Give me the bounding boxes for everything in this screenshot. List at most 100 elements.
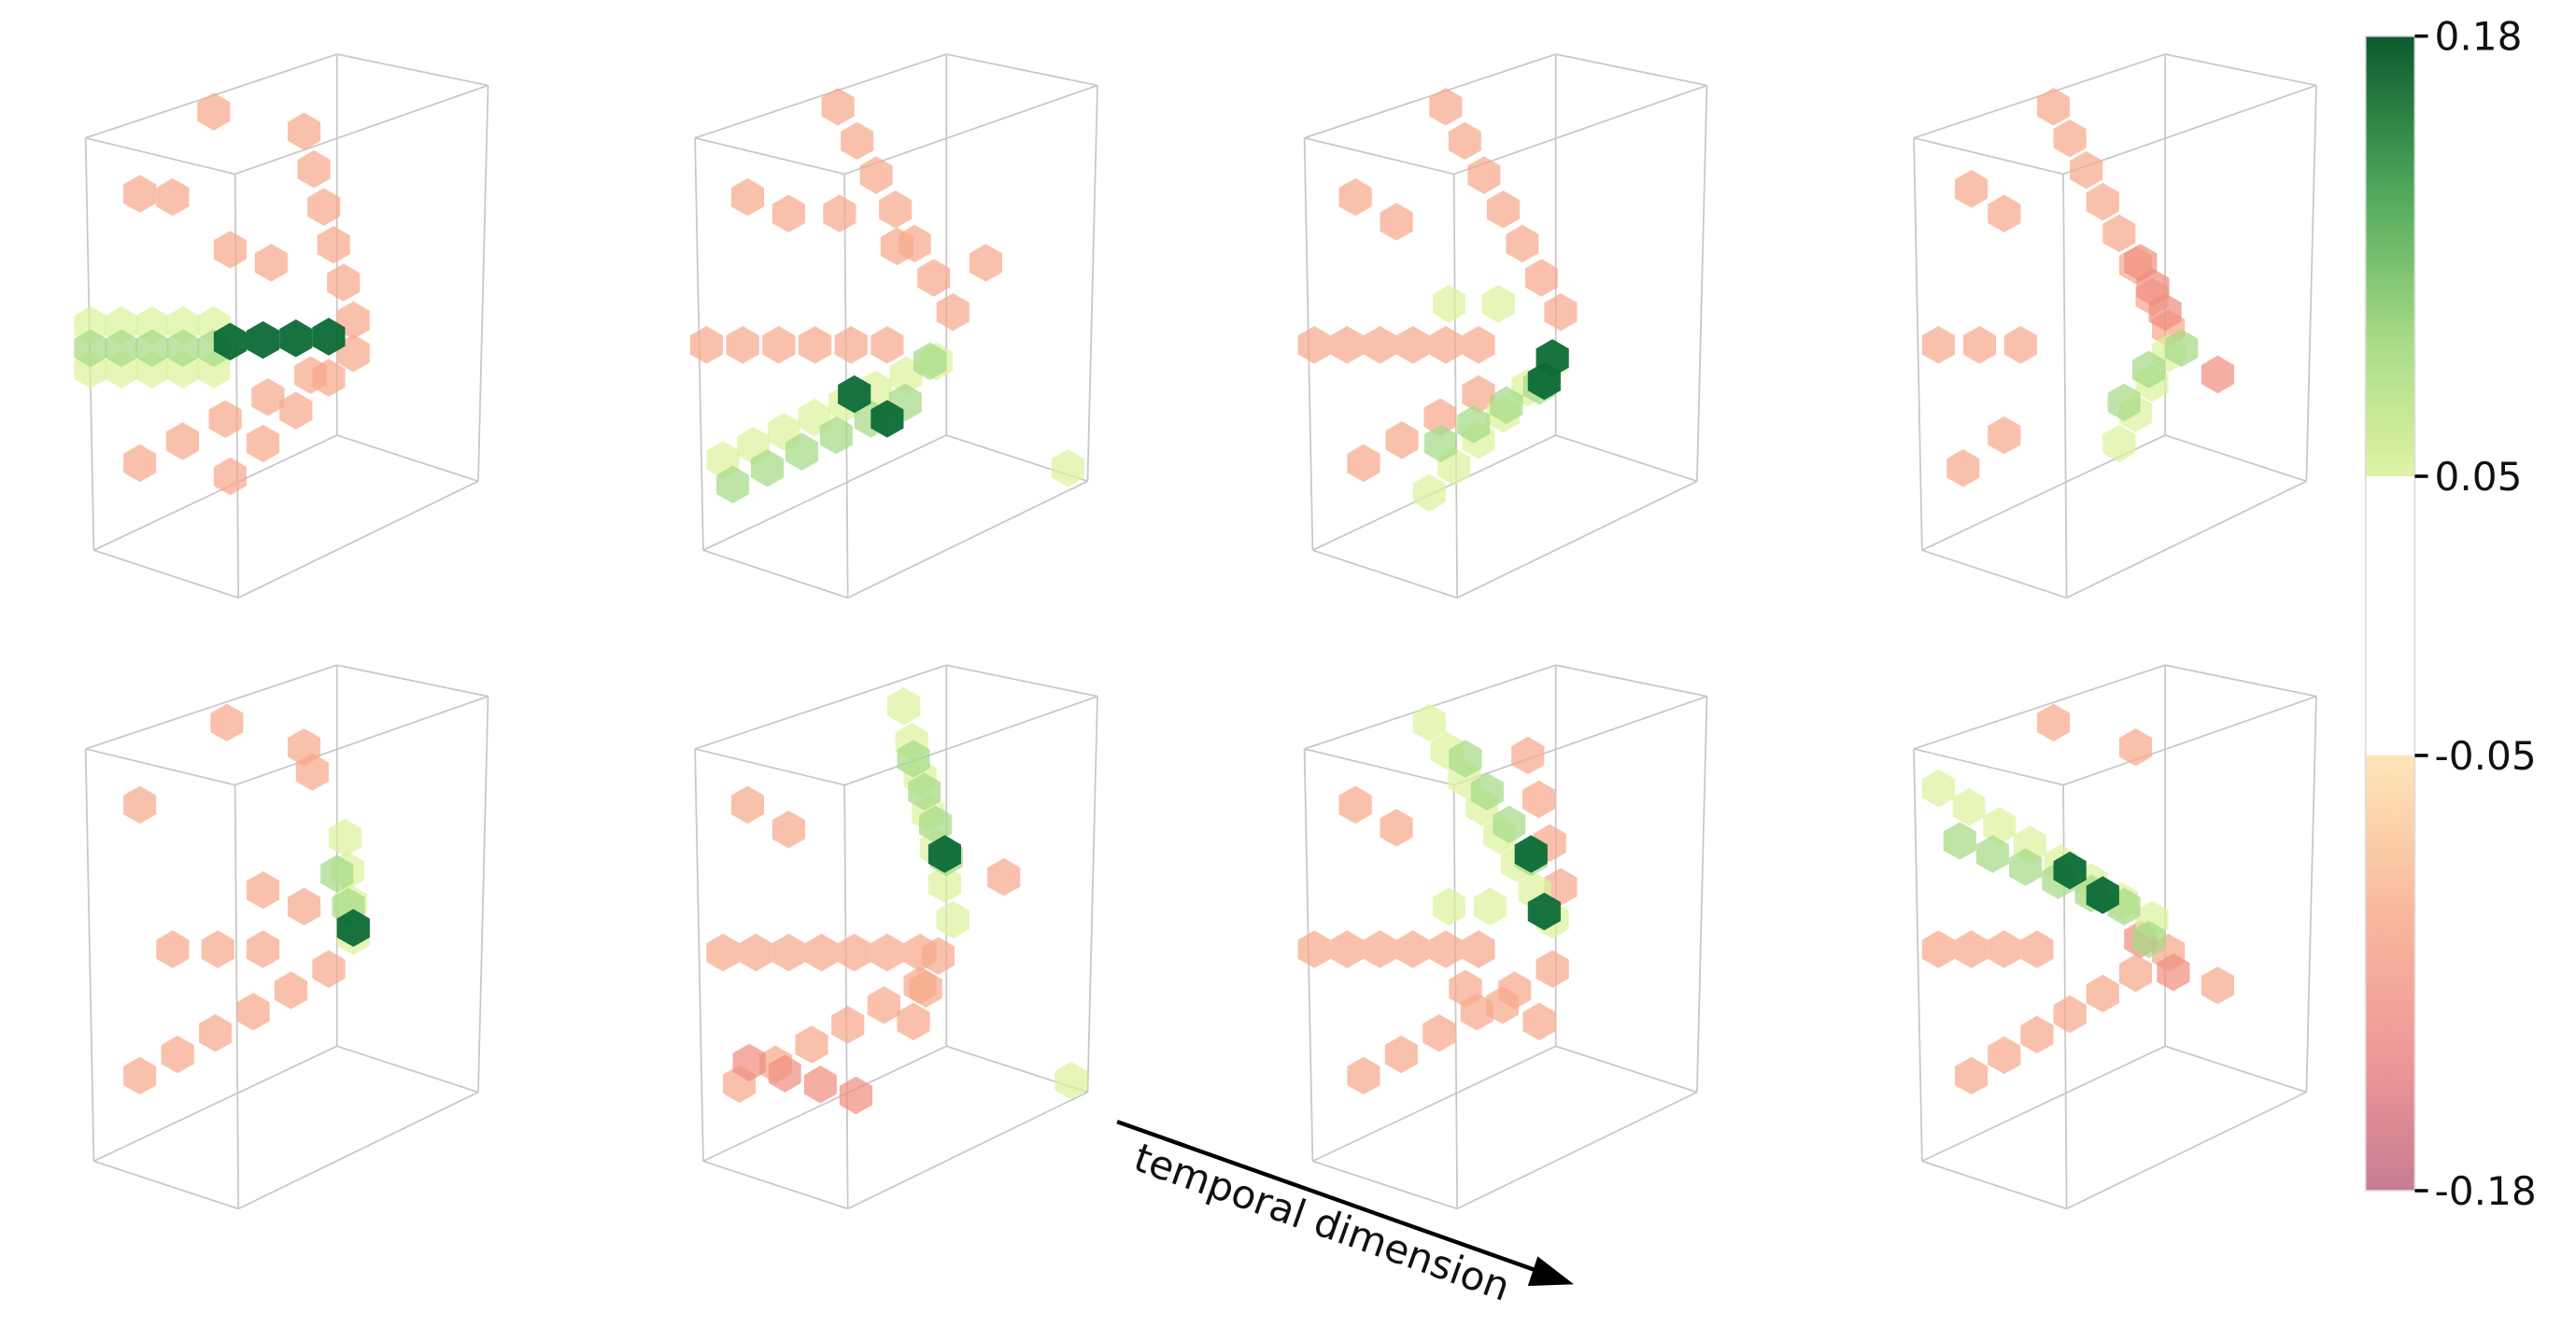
voxel <box>1331 930 1364 967</box>
box-edge <box>695 138 844 175</box>
voxel <box>123 1057 156 1094</box>
box-edge <box>2067 481 2307 598</box>
box-edge <box>1556 54 1707 85</box>
voxel <box>1963 326 1996 363</box>
box-edge <box>337 665 488 696</box>
voxel <box>1922 326 1955 363</box>
box-edge <box>1922 1046 2165 1161</box>
panel <box>1298 665 1707 1208</box>
colorbar-positive <box>2366 36 2415 476</box>
box-edge <box>1914 749 1922 1161</box>
box-edge <box>238 1093 478 1209</box>
box-edge <box>1305 54 1556 138</box>
voxel <box>1482 285 1515 322</box>
voxel <box>166 422 199 459</box>
box-edge <box>695 749 844 785</box>
voxel <box>879 191 912 228</box>
voxel <box>860 156 893 193</box>
voxel <box>2037 704 2070 741</box>
box-edge <box>337 1046 478 1092</box>
voxel <box>731 786 764 824</box>
box-edge <box>1556 1046 1697 1092</box>
voxel <box>835 326 868 363</box>
voxel <box>1385 1036 1418 1073</box>
voxel <box>840 1077 872 1114</box>
arrow-shaft <box>1117 1122 1548 1275</box>
voxel <box>1988 416 2020 454</box>
voxel <box>1364 930 1396 967</box>
voxel <box>247 930 279 967</box>
voxel <box>1433 285 1465 322</box>
voxel <box>727 326 759 363</box>
voxel <box>1474 888 1507 925</box>
voxel <box>156 178 189 216</box>
voxel <box>1422 1014 1455 1052</box>
voxel <box>690 326 723 363</box>
box-edge <box>93 1161 238 1208</box>
voxel <box>210 704 243 741</box>
voxel <box>937 293 970 331</box>
voxel <box>312 950 345 987</box>
voxel <box>307 188 340 225</box>
panel <box>86 665 488 1208</box>
voxel <box>1955 930 1988 967</box>
voxel <box>897 1003 929 1040</box>
colorbar-tick-label: 0.18 <box>2435 14 2523 60</box>
voxel <box>2020 930 2053 967</box>
voxel <box>1429 88 1462 125</box>
box-edge <box>2306 697 2316 1093</box>
voxel <box>2102 425 2135 462</box>
box-edge <box>86 138 235 175</box>
voxel <box>2087 183 2119 220</box>
voxel <box>1380 203 1412 240</box>
voxel <box>1462 930 1494 967</box>
voxel <box>1429 326 1462 363</box>
box-edge <box>86 749 94 1161</box>
voxel <box>288 112 320 149</box>
voxel <box>1413 473 1446 511</box>
box-edge <box>844 785 848 1209</box>
voxel <box>2037 88 2070 125</box>
box-edge <box>844 697 1097 785</box>
voxel <box>1988 930 2020 967</box>
voxel <box>740 934 772 971</box>
voxel <box>2054 120 2087 157</box>
box-edge <box>86 749 235 785</box>
voxel <box>199 1014 232 1052</box>
voxel <box>795 1025 828 1063</box>
box-edge <box>478 85 488 481</box>
voxel <box>772 934 805 971</box>
box-edge <box>1457 481 1697 598</box>
voxel <box>870 934 903 971</box>
voxel <box>1462 326 1494 363</box>
voxel <box>298 150 331 188</box>
panel <box>695 665 1097 1208</box>
box-edge <box>1556 665 1707 696</box>
voxel <box>917 259 950 296</box>
voxel <box>214 458 247 495</box>
voxel <box>318 226 350 263</box>
box-edge <box>337 54 488 85</box>
voxel <box>2102 215 2135 252</box>
voxel <box>255 244 288 281</box>
arrow-head <box>1528 1256 1574 1286</box>
voxel <box>1298 930 1331 967</box>
voxel <box>1511 737 1544 774</box>
box-edge <box>337 435 478 481</box>
voxel <box>1506 225 1538 262</box>
voxel <box>156 930 189 967</box>
voxel <box>838 934 870 971</box>
voxel <box>970 244 1002 281</box>
voxel <box>772 194 805 232</box>
voxel <box>1331 326 1364 363</box>
box-edge <box>1922 1161 2067 1208</box>
box-edge <box>1305 138 1454 175</box>
voxel <box>2119 728 2152 766</box>
voxel <box>1922 930 1955 967</box>
colorbar-negative <box>2366 755 2415 1191</box>
voxel <box>123 786 156 824</box>
box-edge <box>703 550 848 598</box>
voxel <box>1380 809 1412 846</box>
voxel <box>1955 170 1988 207</box>
voxel <box>987 858 1020 896</box>
